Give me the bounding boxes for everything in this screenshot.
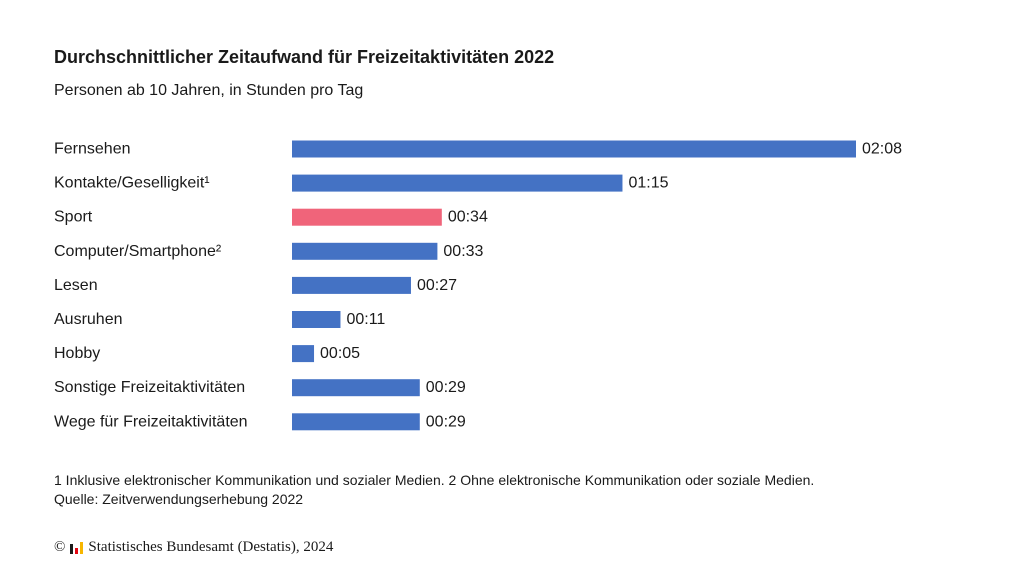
category-label: Ausruhen [54,311,123,328]
value-label: 02:08 [862,141,902,158]
value-label: 00:29 [426,413,466,430]
value-label: 00:11 [346,311,385,328]
bar [292,276,411,294]
bar [292,345,315,363]
value-label: 00:05 [320,345,360,362]
copyright-symbol: © [54,539,66,555]
value-label: 00:34 [448,209,488,226]
credit-text: Statistisches Bundesamt (Destatis), 2024 [88,539,334,555]
category-label: Sport [54,209,93,226]
bar-chart: Fernsehen 02:08 Kontakte/Geselligkeit¹ 01:1… [54,140,902,431]
chart-title: Durchschnittlicher Zeitaufwand für Freiz… [54,47,555,67]
bar [292,311,341,328]
value-label: 01:15 [628,175,668,192]
credit-line: © Statistisches Bundesamt (Destatis), 20… [54,539,333,556]
bar [292,242,438,260]
category-label: Wege für Freizeitaktivitäten [54,413,248,430]
destatis-bars-icon [70,541,84,554]
category-label: Sonstige Freizeitaktivitäten [54,379,245,396]
category-label: Fernsehen [54,141,131,158]
value-label: 00:33 [443,243,483,260]
bar [292,140,856,158]
bar [292,413,420,431]
category-label: Kontakte/Geselligkeit¹ [54,175,210,192]
value-label: 00:27 [417,277,457,294]
category-label: Computer/Smartphone² [54,243,222,260]
bar [292,174,623,192]
chart-subtitle: Personen ab 10 Jahren, in Stunden pro Ta… [54,82,364,99]
value-label: 00:29 [426,379,466,396]
source-note: Quelle: Zeitverwendungserhebung 2022 [54,491,304,507]
category-label: Lesen [54,277,98,294]
footnote: 1 Inklusive elektronischer Kommunikation… [54,472,815,488]
category-label: Hobby [54,345,100,362]
bar [292,379,420,397]
bar [292,208,442,226]
